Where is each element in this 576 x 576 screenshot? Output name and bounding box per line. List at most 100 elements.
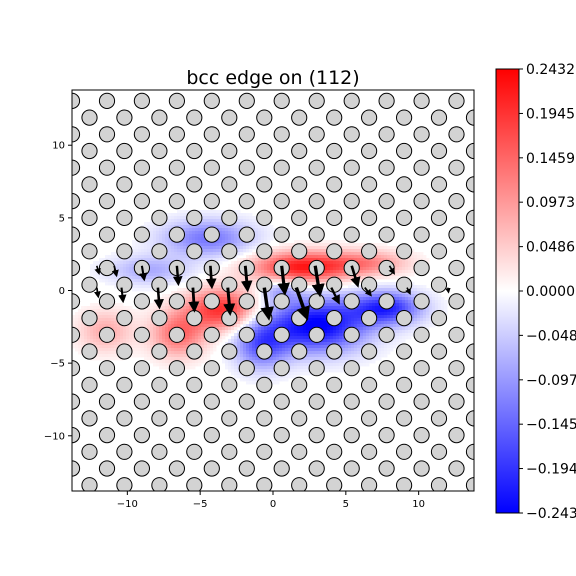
- atom-marker: [396, 477, 413, 491]
- atom-marker: [291, 176, 308, 193]
- atom-marker: [448, 226, 465, 243]
- atom-marker: [47, 344, 62, 359]
- colorbar-tick-label: 0.0486: [526, 240, 575, 256]
- atom-marker: [186, 243, 203, 260]
- atom-marker: [448, 193, 465, 210]
- displacement-arrow: [94, 265, 101, 275]
- atom-marker: [273, 460, 290, 477]
- atom-marker: [203, 159, 220, 176]
- atom-marker: [168, 427, 185, 444]
- atom-marker: [291, 109, 308, 126]
- atom-marker: [221, 310, 238, 327]
- atom-marker: [133, 159, 150, 176]
- atom-marker: [308, 326, 325, 343]
- atom-marker: [378, 226, 395, 243]
- atom-marker: [186, 209, 203, 226]
- atom-marker: [343, 427, 360, 444]
- atom-marker: [308, 293, 325, 310]
- atom-marker: [291, 343, 308, 360]
- atom-marker: [151, 376, 168, 393]
- atom-marker: [430, 109, 448, 126]
- colorbar-tick-label: −0.1459: [526, 417, 576, 433]
- atom-marker: [221, 477, 238, 491]
- colorbar-tick-label: 0.2432: [526, 62, 575, 78]
- atom-marker: [221, 142, 238, 160]
- atom-marker: [186, 109, 203, 126]
- atom-marker: [413, 460, 430, 477]
- atom-marker: [133, 226, 150, 243]
- atom-marker: [238, 92, 255, 110]
- atom-marker: [151, 276, 168, 293]
- atom-marker: [238, 126, 255, 143]
- displacement-arrows: [94, 265, 451, 321]
- atom-marker: [326, 343, 343, 360]
- atom-marker: [133, 193, 150, 210]
- atom-marker: [448, 360, 465, 377]
- atom-marker: [151, 243, 168, 260]
- atom-marker: [151, 176, 168, 193]
- atom-marker: [413, 360, 430, 377]
- atom-marker: [221, 243, 238, 260]
- atom-marker: [256, 142, 273, 160]
- atom-marker: [47, 444, 62, 459]
- atom-marker: [238, 193, 255, 210]
- atom-marker: [133, 92, 150, 110]
- y-tick-label: −5: [50, 359, 65, 370]
- atom-marker: [343, 393, 360, 410]
- atom-marker: [361, 243, 378, 260]
- colorbar-tick-label: −0.1945: [526, 462, 576, 478]
- atom-marker: [430, 243, 448, 260]
- atom-marker: [116, 376, 133, 393]
- atom-marker: [361, 343, 378, 360]
- atom-marker: [448, 259, 465, 277]
- atom-marker: [186, 376, 203, 393]
- atom-marker: [343, 193, 360, 210]
- atom-marker: [273, 427, 290, 444]
- atom-marker: [116, 410, 133, 427]
- atom-marker: [98, 326, 116, 343]
- atom-marker: [343, 326, 360, 343]
- atom-marker: [47, 377, 62, 392]
- atom-marker: [343, 293, 360, 310]
- atom-marker: [81, 410, 98, 427]
- atom-marker: [378, 259, 395, 277]
- x-tick-label: 5: [343, 499, 349, 510]
- atom-marker: [203, 360, 220, 377]
- atom-marker: [430, 343, 448, 360]
- x-tick-label: 0: [270, 499, 276, 510]
- atom-marker: [116, 310, 133, 327]
- atom-marker: [326, 176, 343, 193]
- atom-marker: [203, 460, 220, 477]
- atom-marker: [168, 226, 185, 243]
- atom-marker: [203, 126, 220, 143]
- atom-marker: [378, 427, 395, 444]
- atom-marker: [151, 310, 168, 327]
- atom-marker: [326, 410, 343, 427]
- atom-marker: [291, 209, 308, 226]
- atom-marker: [396, 343, 413, 360]
- atom-marker: [81, 310, 98, 327]
- atom-marker: [308, 427, 325, 444]
- atom-marker: [326, 243, 343, 260]
- atom-marker: [168, 393, 185, 410]
- colorbar: 0.2432 0.1945 0.1459 0.0973 0.0486 0.0000 −0.0…: [495, 62, 576, 522]
- atom-marker: [273, 126, 290, 143]
- atom-marker: [238, 360, 255, 377]
- atom-marker: [396, 176, 413, 193]
- atom-marker: [430, 209, 448, 226]
- atom-marker: [326, 376, 343, 393]
- atom-marker: [47, 478, 62, 493]
- atom-marker: [256, 243, 273, 260]
- atom-marker: [256, 209, 273, 226]
- atom-marker: [98, 293, 116, 310]
- atom-marker: [47, 244, 62, 259]
- atom-marker: [273, 326, 290, 343]
- atom-marker: [361, 443, 378, 460]
- atom-marker: [116, 243, 133, 260]
- x-tick-label: −10: [117, 499, 138, 510]
- atom-marker: [81, 477, 98, 491]
- atom-marker: [291, 276, 308, 293]
- atom-marker: [98, 360, 116, 377]
- displacement-arrow: [153, 287, 164, 310]
